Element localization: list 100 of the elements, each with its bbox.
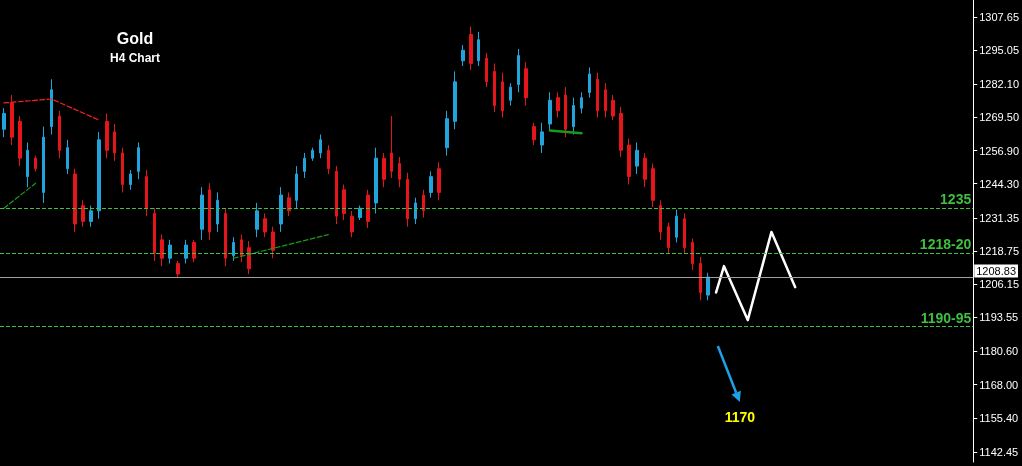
candlestick bbox=[627, 137, 631, 186]
candlestick bbox=[160, 234, 164, 267]
candlestick bbox=[224, 207, 227, 267]
candlestick bbox=[168, 239, 172, 265]
candlestick bbox=[287, 191, 291, 217]
candlestick bbox=[358, 205, 362, 221]
candlestick bbox=[240, 234, 243, 263]
candlestick bbox=[588, 66, 591, 99]
candlestick bbox=[659, 199, 662, 241]
candlestick bbox=[643, 152, 647, 188]
candlestick bbox=[105, 112, 109, 159]
candlestick bbox=[192, 239, 196, 263]
candlestick bbox=[263, 212, 267, 238]
candlestick bbox=[461, 44, 465, 67]
y-tick-label: 1206.15 bbox=[979, 278, 1019, 291]
candlestick bbox=[184, 239, 188, 265]
candlestick bbox=[34, 155, 37, 172]
candlestick bbox=[517, 48, 520, 93]
candlestick bbox=[390, 115, 393, 179]
candlestick bbox=[10, 94, 14, 146]
y-tick-label: 1168.00 bbox=[979, 378, 1019, 391]
ref-line-label: 1235 bbox=[940, 191, 972, 208]
candlestick bbox=[303, 152, 306, 179]
candlestick bbox=[699, 256, 702, 301]
candlestick bbox=[342, 184, 346, 221]
candlestick bbox=[350, 210, 354, 238]
candlestick bbox=[540, 122, 544, 154]
candlestick bbox=[437, 161, 441, 201]
y-tick-label: 1193.55 bbox=[979, 311, 1019, 324]
candlestick bbox=[374, 147, 378, 214]
candlestick bbox=[66, 139, 69, 175]
candlestick bbox=[97, 131, 101, 220]
candlestick bbox=[42, 126, 45, 204]
candlestick bbox=[50, 78, 53, 136]
candlestick bbox=[683, 212, 686, 254]
candlestick bbox=[129, 169, 132, 191]
candlestick bbox=[596, 72, 599, 118]
y-tick-label: 1295.05 bbox=[979, 44, 1019, 57]
candlestick bbox=[18, 115, 22, 167]
candlestick bbox=[414, 197, 417, 225]
candlestick bbox=[113, 123, 116, 162]
y-tick-label: 1244.30 bbox=[979, 177, 1019, 190]
candlestick bbox=[26, 141, 29, 188]
candlestick bbox=[572, 97, 575, 136]
candlestick bbox=[501, 72, 504, 118]
candlestick bbox=[335, 165, 338, 225]
candlestick bbox=[208, 182, 211, 241]
candlestick bbox=[469, 26, 473, 71]
candlestick bbox=[319, 134, 322, 159]
candlestick bbox=[651, 162, 655, 208]
candlestick bbox=[604, 82, 607, 118]
candlestick bbox=[311, 147, 314, 162]
candlestick bbox=[121, 147, 124, 193]
y-tick-label: 1231.35 bbox=[979, 211, 1019, 224]
candlestick bbox=[619, 106, 623, 158]
candlestick bbox=[279, 186, 283, 233]
candlestick bbox=[271, 226, 275, 259]
candlestick bbox=[422, 189, 425, 218]
candlestick bbox=[176, 260, 180, 279]
candlestick bbox=[548, 91, 552, 132]
candlestick bbox=[406, 172, 409, 228]
candlestick bbox=[524, 61, 528, 107]
candlestick bbox=[556, 91, 560, 118]
candlestick bbox=[137, 141, 140, 180]
candlestick bbox=[429, 170, 433, 199]
candlestick bbox=[453, 70, 457, 130]
y-tick-label: 1307.65 bbox=[979, 10, 1019, 23]
candlestick bbox=[327, 144, 330, 175]
text: Gold bbox=[116, 29, 154, 47]
candlestick bbox=[89, 205, 93, 228]
candlestick bbox=[477, 31, 480, 67]
candlestick bbox=[675, 209, 678, 243]
candlestick bbox=[691, 238, 694, 271]
candlestick bbox=[145, 169, 148, 217]
candlestick bbox=[532, 122, 536, 146]
candlestick bbox=[382, 152, 386, 188]
candlestick bbox=[232, 236, 235, 262]
candlestick bbox=[706, 272, 710, 301]
y-tick-label: 1282.10 bbox=[979, 78, 1019, 91]
candlestick bbox=[2, 107, 6, 138]
candlestick bbox=[81, 199, 85, 228]
candlestick bbox=[509, 82, 512, 107]
candlestick bbox=[611, 94, 615, 121]
ref-line-label: 1208.83 bbox=[976, 265, 1016, 278]
candlestick bbox=[295, 165, 298, 209]
candlestick bbox=[58, 110, 61, 159]
candlestick bbox=[366, 189, 370, 229]
candlestick bbox=[635, 141, 639, 175]
y-tick-label: 1218.75 bbox=[979, 245, 1019, 258]
ref-line-label: 1218-20 bbox=[919, 235, 972, 252]
candlestick bbox=[255, 202, 259, 238]
y-tick-label: 1256.90 bbox=[979, 144, 1019, 157]
ref-line-label: 1190-95 bbox=[920, 309, 972, 326]
y-tick-label: 1155.40 bbox=[979, 411, 1019, 424]
candlestick bbox=[667, 222, 670, 254]
candlestick bbox=[485, 52, 488, 88]
candlestick bbox=[73, 168, 77, 233]
annotation: 1170 bbox=[724, 409, 756, 425]
candlestick bbox=[153, 207, 156, 262]
candlestick bbox=[216, 191, 219, 233]
